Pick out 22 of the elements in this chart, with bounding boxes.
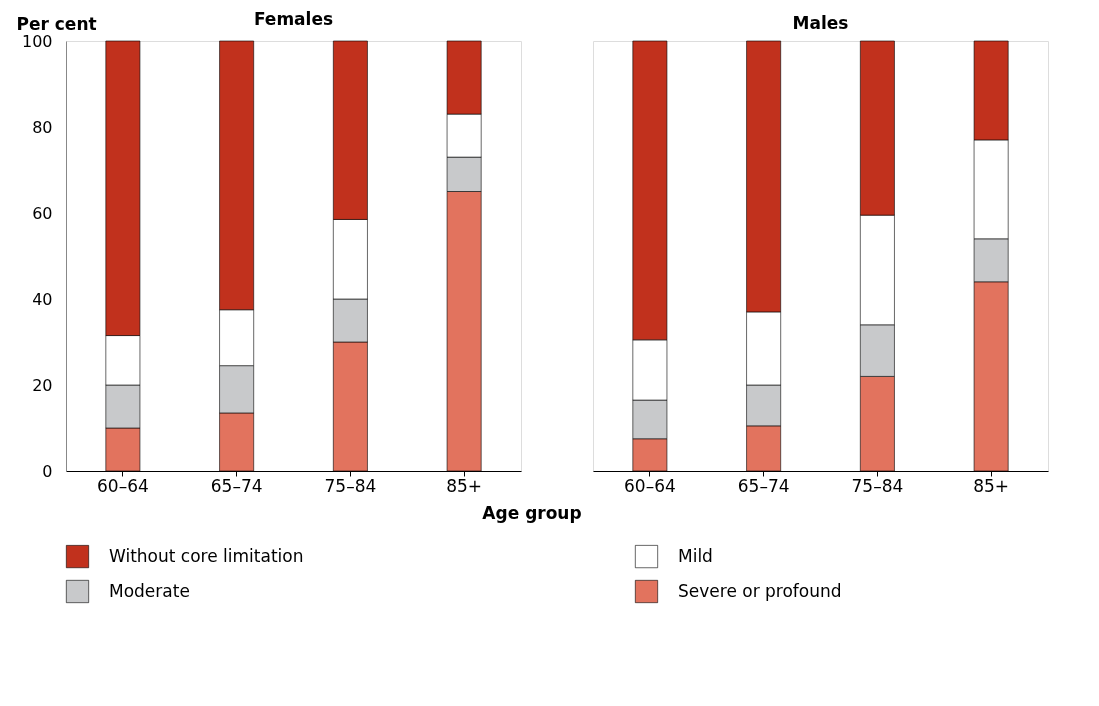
x-axis-title: Age group [482,503,582,523]
x-tick-label: 60–64 [96,475,149,496]
legend-label: Mild [678,545,713,566]
legend-label: Severe or profound [678,580,842,601]
legend-label: Without core limitation [109,545,304,566]
y-tick-label: 80 [32,117,53,137]
x-tick-label: 85+ [446,475,483,496]
chart-title: Males [792,12,849,33]
y-tick-label: 40 [32,289,53,309]
x-tick-label: 65–74 [210,475,263,496]
y-tick-label: 60 [32,203,53,223]
y-axis-title: Per cent [16,13,97,34]
legend-label: Moderate [109,580,190,601]
y-tick-label: 100 [21,31,53,51]
chart-title: Females [253,9,334,29]
x-tick-label: 75–84 [324,475,377,496]
x-tick-label: 65–74 [737,475,790,496]
x-tick-label: 60–64 [623,475,676,496]
y-tick-label: 20 [32,375,53,395]
y-tick-label: 0 [42,461,53,481]
x-tick-label: 75–84 [851,475,904,496]
x-tick-label: 85+ [973,475,1010,496]
